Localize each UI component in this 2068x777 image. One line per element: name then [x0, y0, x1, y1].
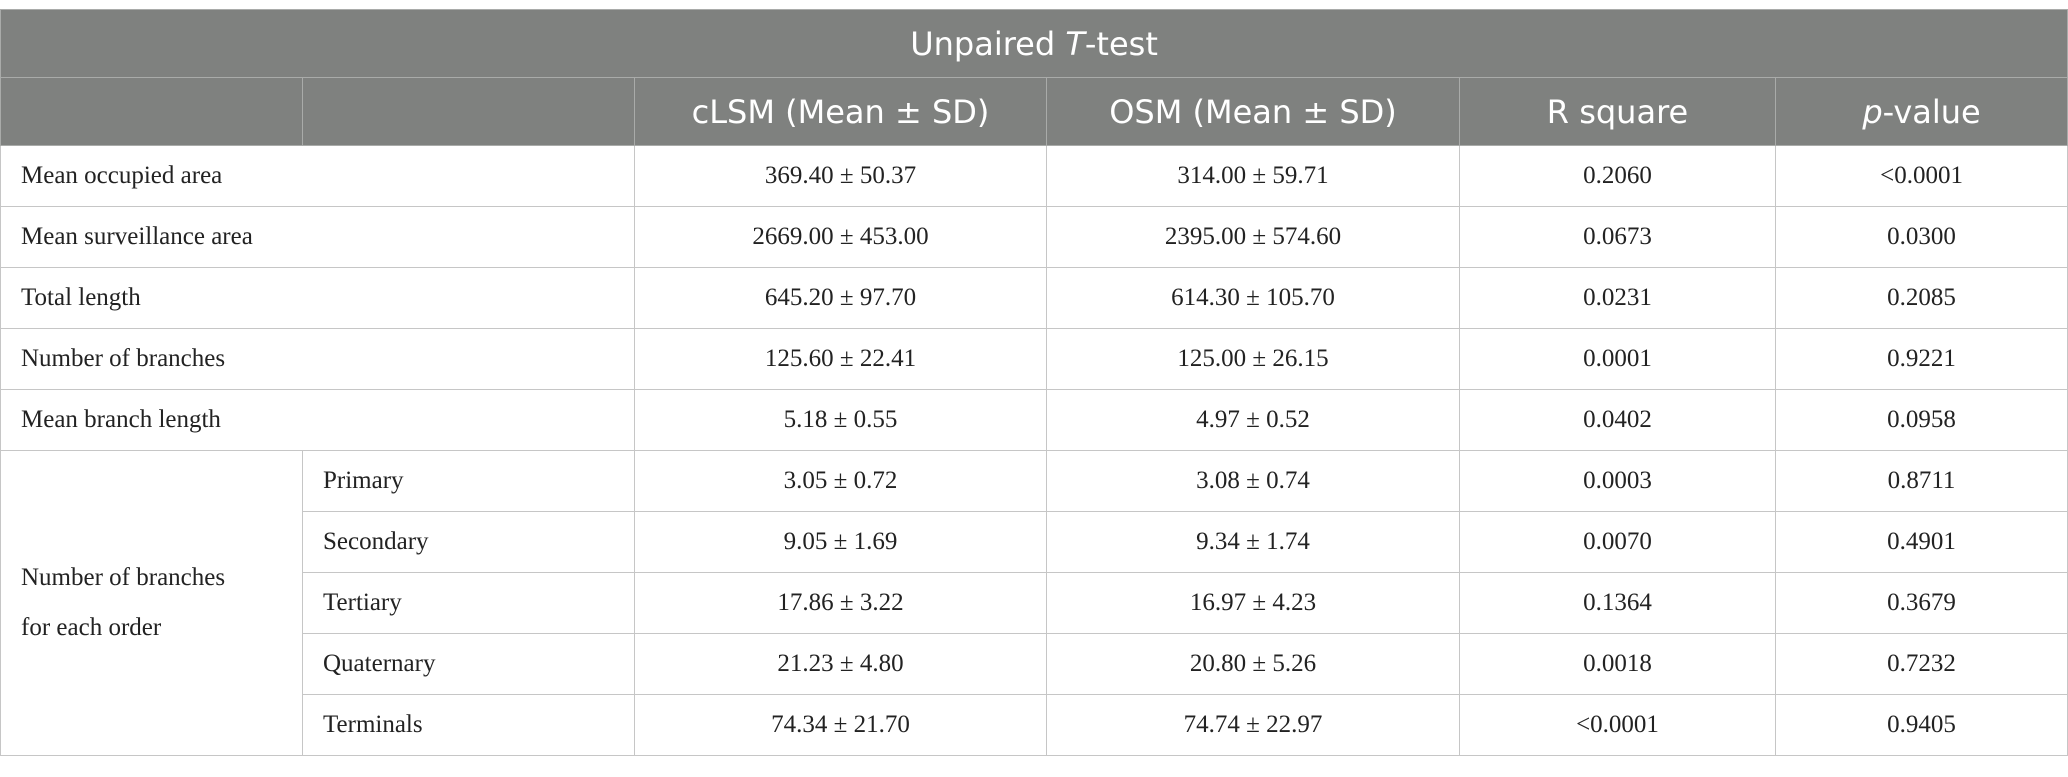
cell: 125.60 ± 22.41: [634, 328, 1047, 390]
title-italic: T: [1065, 24, 1085, 63]
cell: 0.7232: [1774, 633, 2068, 695]
cell: 5.18 ± 0.55: [634, 389, 1047, 451]
row: Tertiary 17.86 ± 3.22 16.97 ± 4.23 0.1364 0.…: [1, 572, 2068, 634]
cell: 4.97 ± 0.52: [1046, 389, 1460, 451]
cell: 0.9405: [1774, 694, 2068, 756]
row: Secondary 9.05 ± 1.69 9.34 ± 1.74 0.0070 0.4…: [1, 511, 2068, 573]
cell: 0.0231: [1459, 267, 1776, 329]
title: Unpaired T-test: [0, 9, 2068, 78]
cell: 9.34 ± 1.74: [1046, 511, 1460, 573]
column-header: p-value: [1774, 77, 2068, 146]
cell: 74.34 ± 21.70: [634, 694, 1047, 756]
row: Mean surveillance area 2669.00 ± 453.00 23…: [0, 206, 2068, 268]
row-label: Terminals: [302, 694, 635, 756]
row: Total length 645.20 ± 97.70 614.30 ± 105.7…: [0, 267, 2068, 329]
row: Number of branches 125.60 ± 22.41 125.00 ±…: [0, 328, 2068, 390]
table-body: Mean occupied area 369.40 ± 50.37 314.00 ±…: [0, 145, 2068, 756]
cell: 17.86 ± 3.22: [634, 572, 1047, 634]
row: Terminals 74.34 ± 21.70 74.74 ± 22.97 <0.00…: [1, 694, 2068, 756]
cell: 0.4901: [1774, 511, 2068, 573]
title-text: Unpaired: [910, 24, 1066, 63]
cell: 314.00 ± 59.71: [1046, 145, 1460, 207]
header-italic: p: [1862, 92, 1883, 131]
cell: 125.00 ± 26.15: [1046, 328, 1460, 390]
cell: 0.1364: [1459, 572, 1776, 634]
row-label: Mean branch length: [0, 389, 635, 451]
cell: 0.0402: [1459, 389, 1776, 451]
column-header: cLSM (Mean ± SD): [634, 77, 1047, 146]
row-label: Mean surveillance area: [0, 206, 635, 268]
row-label: Total length: [0, 267, 635, 329]
cell: 21.23 ± 4.80: [634, 633, 1047, 695]
column-header: OSM (Mean ± SD): [1046, 77, 1460, 146]
cell: 0.9221: [1774, 328, 2068, 390]
group-label-line: Number of branches: [21, 564, 226, 591]
cell: <0.0001: [1459, 694, 1776, 756]
cell: 0.0018: [1459, 633, 1776, 695]
cell: 0.0673: [1459, 206, 1776, 268]
row: Mean branch length 5.18 ± 0.55 4.97 ± 0.52…: [0, 389, 2068, 451]
cell: 0.3679: [1774, 572, 2068, 634]
cell: 0.0300: [1774, 206, 2068, 268]
cell: 2669.00 ± 453.00: [634, 206, 1047, 268]
row-label: Tertiary: [302, 572, 635, 634]
cell: 0.8711: [1774, 450, 2068, 512]
cell: 369.40 ± 50.37: [634, 145, 1047, 207]
cell: 0.2060: [1459, 145, 1776, 207]
cell: 3.05 ± 0.72: [634, 450, 1047, 512]
row-label: Primary: [302, 450, 635, 512]
cell: 0.2085: [1774, 267, 2068, 329]
group-label-line: for each order: [21, 614, 162, 641]
row: Quaternary 21.23 ± 4.80 20.80 ± 5.26 0.0018…: [1, 633, 2068, 695]
group-label: Number of branches for each order: [0, 450, 303, 756]
cell: 74.74 ± 22.97: [1046, 694, 1460, 756]
row-label: Mean occupied area: [0, 145, 635, 207]
cell: 16.97 ± 4.23: [1046, 572, 1460, 634]
cell: <0.0001: [1774, 145, 2068, 207]
column-header: R square: [1459, 77, 1776, 146]
cell: 2395.00 ± 574.60: [1046, 206, 1460, 268]
cell: 0.0003: [1459, 450, 1776, 512]
title-text: -test: [1084, 24, 1158, 63]
header-empty: [0, 77, 303, 146]
cell: 614.30 ± 105.70: [1046, 267, 1460, 329]
cell: 3.08 ± 0.74: [1046, 450, 1460, 512]
cell: 645.20 ± 97.70: [634, 267, 1047, 329]
row-label: Quaternary: [302, 633, 635, 695]
cell: 9.05 ± 1.69: [634, 511, 1047, 573]
row-label: Number of branches: [0, 328, 635, 390]
cell: 0.0001: [1459, 328, 1776, 390]
cell: 0.0070: [1459, 511, 1776, 573]
row-label: Secondary: [302, 511, 635, 573]
row: Number of branches for each order Primary 3…: [0, 450, 2068, 756]
cell: 0.0958: [1774, 389, 2068, 451]
results-table: Unpaired T-test cLSM (Mean ± SD) OSM (Me…: [0, 9, 2068, 756]
header-empty: [302, 77, 635, 146]
header-text: -value: [1882, 92, 1981, 131]
cell: 20.80 ± 5.26: [1046, 633, 1460, 695]
row: Mean occupied area 369.40 ± 50.37 314.00 ±…: [0, 145, 2068, 207]
